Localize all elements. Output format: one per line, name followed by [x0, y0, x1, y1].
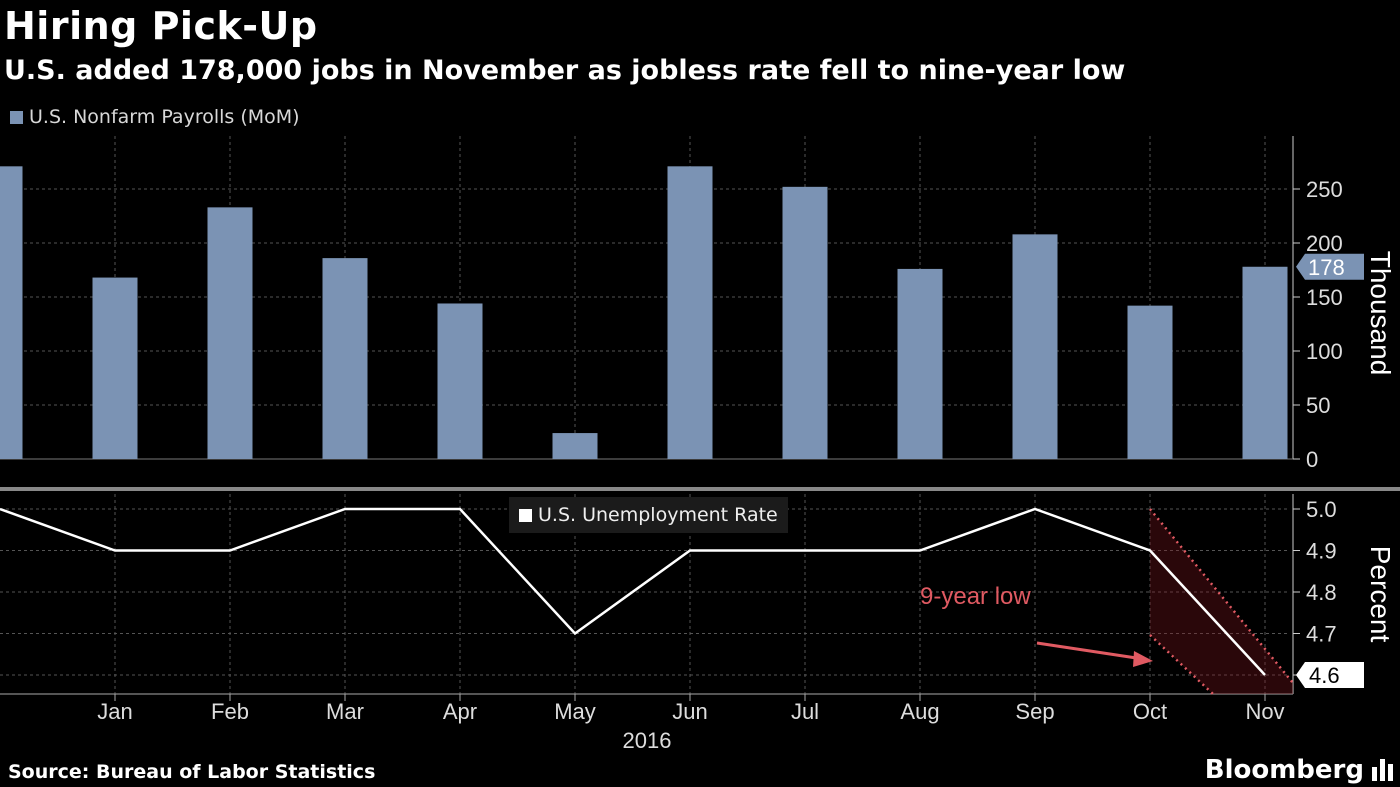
y-tick-label-top: 50: [1306, 393, 1330, 418]
payrolls-legend: U.S. Nonfarm Payrolls (MoM): [10, 106, 300, 128]
annotation-arrow-head: [1133, 651, 1153, 667]
unemployment-rate-line: [0, 507, 1266, 676]
payrolls-last-value-label: 178: [1308, 255, 1345, 280]
bar-mar: [322, 258, 368, 459]
x-tick-label-nov: Nov: [1245, 699, 1284, 724]
y-tick-label-top: 200: [1306, 231, 1343, 256]
annotation-arrow-shaft: [1036, 641, 1144, 661]
panel-divider: [0, 487, 1400, 491]
unemployment-last-value-callout: 4.6: [1296, 662, 1364, 688]
bar-jul: [782, 186, 828, 459]
annotation-nine-year-low: 9-year low: [920, 583, 1031, 610]
y-tick-label-bottom: 4.9: [1306, 539, 1337, 564]
y-tick-label-bottom: 4.8: [1306, 580, 1337, 605]
unemployment-last-value-label: 4.6: [1309, 663, 1340, 688]
bloomberg-bars-icon: [1372, 759, 1394, 781]
x-tick-label-jul: Jul: [791, 699, 819, 724]
payrolls-legend-swatch: [10, 110, 23, 124]
x-tick-label-aug: Aug: [900, 699, 939, 724]
payrolls-last-value-badge: [1296, 253, 1364, 280]
bar-feb: [207, 207, 253, 459]
bar-apr: [437, 303, 483, 459]
bar-oct: [1127, 305, 1173, 459]
source-note: Source: Bureau of Labor Statistics: [8, 761, 376, 783]
x-tick-label-oct: Oct: [1133, 699, 1167, 724]
x-tick-label-apr: Apr: [443, 699, 477, 724]
payrolls-last-value-callout: 178: [1296, 253, 1364, 280]
unemployment-legend: U.S. Unemployment Rate: [509, 497, 788, 533]
bar-jun: [667, 166, 713, 459]
y-axis-title-bottom: Percent: [1365, 546, 1396, 643]
y-tick-label-top: 250: [1306, 177, 1343, 202]
bar-dec: [0, 166, 23, 459]
y-axis-title-top: Thousand: [1365, 251, 1396, 376]
x-axis-year-label: 2016: [623, 728, 672, 753]
bar-may: [552, 433, 598, 459]
bar-nov: [1242, 266, 1288, 459]
brand-name: Bloomberg: [1204, 755, 1364, 785]
low-highlight-band: [1150, 509, 1293, 694]
chart-subtitle: U.S. added 178,000 jobs in November as j…: [4, 55, 1126, 86]
bar-aug: [897, 268, 943, 459]
brand-logo: Bloomberg: [1205, 755, 1394, 785]
bar-sep: [1012, 234, 1058, 459]
unemployment-legend-label: U.S. Unemployment Rate: [538, 504, 778, 526]
x-tick-label-sep: Sep: [1015, 699, 1054, 724]
x-tick-label-mar: Mar: [326, 699, 364, 724]
unemployment-last-value-badge: [1296, 662, 1364, 688]
x-tick-label-jan: Jan: [97, 699, 132, 724]
chart-title: Hiring Pick-Up: [4, 4, 318, 48]
highlight-band-lower-edge: [1149, 634, 1214, 695]
y-tick-label-top: 0: [1306, 447, 1318, 472]
bar-jan: [92, 277, 138, 459]
x-tick-label-may: May: [554, 699, 596, 724]
y-tick-label-bottom: 4.7: [1306, 622, 1337, 647]
y-tick-label-top: 150: [1306, 285, 1343, 310]
x-tick-label-jun: Jun: [672, 699, 707, 724]
x-tick-label-feb: Feb: [211, 699, 249, 724]
payrolls-legend-label: U.S. Nonfarm Payrolls (MoM): [29, 106, 300, 128]
highlight-band-upper-edge: [1149, 508, 1294, 684]
y-tick-label-top: 100: [1306, 339, 1343, 364]
y-tick-label-bottom: 5.0: [1306, 497, 1337, 522]
unemployment-legend-swatch: [519, 508, 532, 522]
